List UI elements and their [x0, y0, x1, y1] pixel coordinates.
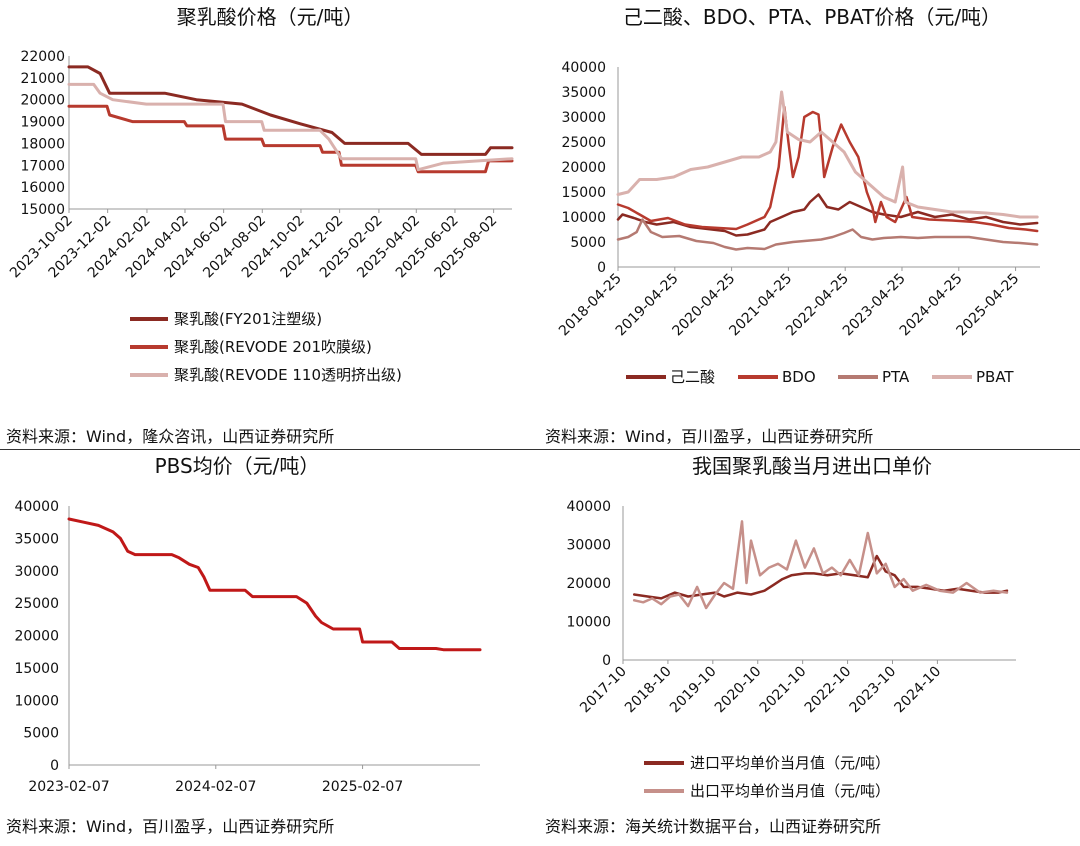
series-line-3: [67, 82, 514, 172]
y-tick-label: 10000: [14, 693, 59, 709]
y-tick-label: 40000: [561, 60, 606, 76]
chart-title: 己二酸、BDO、PTA、PBAT价格（元/吨）: [623, 5, 1001, 29]
series-line-2: [67, 104, 514, 174]
chart-title: 我国聚乳酸当月进出口单价: [692, 454, 932, 478]
y-tick-label: 25000: [14, 596, 59, 612]
series-line-1: [67, 517, 482, 652]
y-tick-label: 15000: [561, 185, 606, 201]
y-tick-label: 0: [50, 758, 59, 774]
chart-title: 聚乳酸价格（元/吨）: [177, 5, 364, 29]
y-tick-label: 20000: [561, 160, 606, 176]
chart-pla-price: 聚乳酸价格（元/吨） 22000 21000 20000 19000 18000 17000…: [7, 5, 514, 384]
y-tick-label: 25000: [561, 135, 606, 151]
chart-pla-trade-price: 我国聚乳酸当月进出口单价 40000 30000 20000 10000 02017-10…: [566, 454, 1016, 800]
x-tick-label: 2024-02-07: [175, 779, 256, 795]
series-line-3: [616, 218, 1039, 251]
y-tick-label: 30000: [566, 538, 611, 554]
y-tick-label: 40000: [566, 499, 611, 515]
y-tick-label: 22000: [20, 49, 65, 65]
y-tick-label: 5000: [570, 235, 606, 251]
chart-raw-material-price: 己二酸、BDO、PTA、PBAT价格（元/吨） 40000 35000 30000 25…: [556, 5, 1040, 386]
series-line-2: [616, 105, 1039, 233]
series-line-1: [616, 193, 1039, 237]
x-tick-label: 2025-02-07: [322, 779, 403, 795]
y-tick-label: 15000: [14, 661, 59, 677]
x-tick-label: 2020-10: [712, 664, 765, 717]
series-line-4: [616, 90, 1039, 219]
chart-title: PBS均价（元/吨）: [155, 454, 320, 478]
legend-label: 聚乳酸(REVODE 201吹膜级): [174, 338, 372, 356]
x-tick-label: 2022-10: [802, 664, 855, 717]
y-tick-label: 20000: [14, 629, 59, 645]
horizontal-divider: [0, 449, 1080, 450]
source-note: 资料来源：Wind，百川盈孚，山西证券研究所: [545, 427, 873, 446]
y-tick-label: 30000: [561, 110, 606, 126]
legend-label: 己二酸: [670, 368, 715, 386]
y-tick-label: 30000: [14, 564, 59, 580]
source-note: 资料来源：Wind，百川盈孚，山西证券研究所: [6, 817, 334, 836]
y-tick-label: 35000: [14, 531, 59, 547]
y-tick-label: 0: [597, 260, 606, 276]
legend-label: BDO: [782, 368, 816, 386]
y-tick-label: 15000: [20, 202, 65, 218]
series-line-2: [632, 520, 1009, 610]
legend-label: PBAT: [976, 368, 1014, 386]
legend-label: PTA: [882, 368, 910, 386]
y-tick-label: 18000: [20, 136, 65, 152]
series-line-1: [67, 65, 514, 156]
x-tick-label: 2023-10: [847, 664, 900, 717]
y-tick-label: 16000: [20, 180, 65, 196]
y-tick-label: 10000: [566, 615, 611, 631]
y-tick-label: 17000: [20, 158, 65, 174]
x-tick-label: 2023-02-07: [28, 779, 109, 795]
x-tick-label: 2021-10: [757, 664, 810, 717]
legend-label: 出口平均单价当月值（元/吨）: [690, 782, 890, 800]
legend-label: 聚乳酸(REVODE 110透明挤出级): [174, 366, 402, 384]
y-tick-label: 20000: [566, 576, 611, 592]
y-tick-label: 10000: [561, 210, 606, 226]
y-tick-label: 40000: [14, 499, 59, 515]
y-tick-label: 35000: [561, 85, 606, 101]
legend-label: 进口平均单价当月值（元/吨）: [690, 754, 890, 772]
source-note: 资料来源：海关统计数据平台，山西证券研究所: [545, 817, 881, 836]
x-tick-label: 2019-10: [667, 664, 720, 717]
x-tick-label: 2018-10: [622, 664, 675, 717]
y-tick-label: 20000: [20, 93, 65, 109]
y-tick-label: 5000: [23, 726, 59, 742]
source-note: 资料来源：Wind，隆众咨讯，山西证券研究所: [6, 427, 334, 446]
x-tick-label: 2017-10: [577, 664, 630, 717]
legend-label: 聚乳酸(FY201注塑级): [174, 310, 322, 328]
y-tick-label: 0: [602, 653, 611, 669]
chart-pbs-price: PBS均价（元/吨） 40000 35000 30000 25000 20000 15000…: [14, 454, 482, 795]
y-tick-label: 21000: [20, 71, 65, 87]
x-tick-label: 2024-10: [892, 664, 945, 717]
y-tick-label: 19000: [20, 115, 65, 131]
